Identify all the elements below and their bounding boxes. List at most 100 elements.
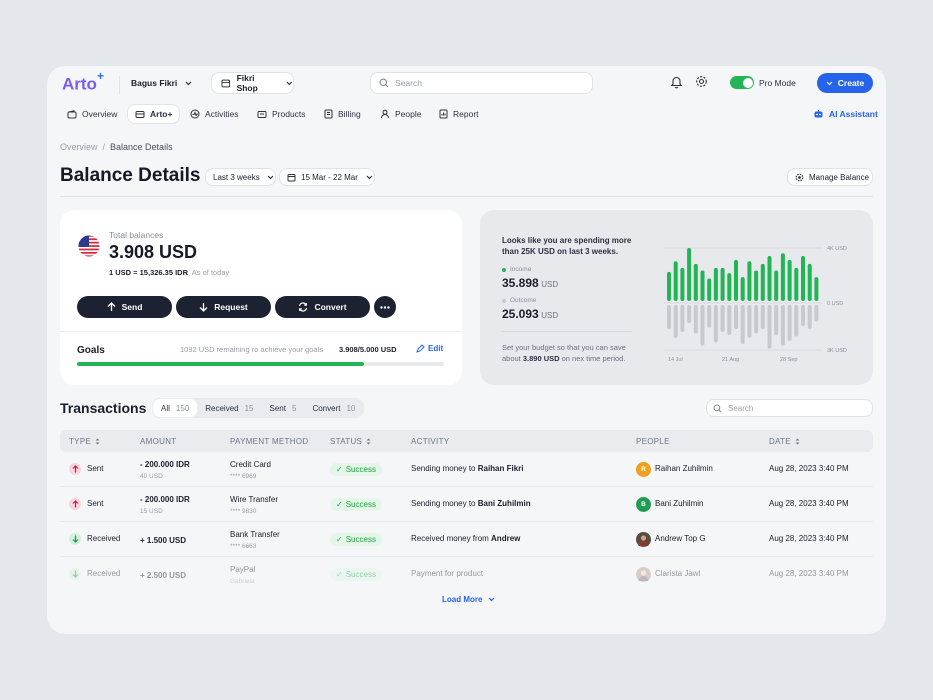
income-bar [713, 267, 718, 301]
chevron-down-icon [286, 81, 293, 85]
user-icon [381, 109, 389, 119]
tab-all[interactable]: All 150 [153, 399, 198, 417]
avatar [636, 567, 651, 582]
breadcrumb-root[interactable]: Overview [60, 142, 98, 152]
gear-icon[interactable] [695, 75, 708, 88]
manage-balance-button[interactable]: Manage Balance [787, 168, 873, 186]
load-more-button[interactable]: Load More [442, 595, 495, 604]
nav-label: People [395, 109, 422, 119]
income-unit: USD [541, 280, 559, 289]
app-logo[interactable]: Arto+ [62, 69, 104, 94]
income-bar [754, 270, 759, 301]
balance-card: Total balances 3.908 USD 1 USD = 15,326.… [60, 210, 462, 385]
nav-item-people[interactable]: People [380, 104, 421, 124]
y-tick-label: 4K USD [827, 246, 847, 252]
row-person: Raihan Zuhilmin [655, 464, 713, 473]
check-icon: ✓ [336, 500, 343, 509]
send-button[interactable]: Send [77, 296, 172, 318]
column-header-date[interactable]: DATE [769, 437, 800, 446]
table-row[interactable]: Sent - 200.000 IDR 40 USD Credit Card **… [60, 452, 873, 487]
row-person: Andrew Top G [655, 534, 706, 543]
status-label: Success [345, 500, 376, 509]
sort-icon [366, 438, 371, 445]
column-header-status[interactable]: STATUS [330, 437, 371, 446]
tab-received[interactable]: Received 15 [197, 399, 261, 417]
row-activity: Sending money to Raihan Fikri [411, 464, 524, 473]
header-label: DATE [769, 437, 791, 446]
spending-insight: Looks like you are spending more than 25… [502, 235, 631, 257]
nav-item-products[interactable]: Products [257, 104, 306, 124]
ai-assistant-button[interactable]: AI Assistant [813, 104, 878, 124]
header-label: ACTIVITY [411, 437, 450, 446]
nav-item-report[interactable]: Report [439, 104, 479, 124]
outcome-bar [787, 305, 792, 341]
tab-label: Received [205, 403, 239, 413]
table-row[interactable]: Received + 1.500 USD Bank Transfer **** … [60, 522, 873, 557]
nav-item-arto-plus[interactable]: Arto+ [127, 104, 181, 124]
edit-label: Edit [428, 344, 444, 353]
pencil-icon [416, 344, 425, 353]
outcome-bar [767, 305, 772, 349]
income-bar [727, 273, 732, 301]
nav-item-billing[interactable]: Billing [324, 104, 361, 124]
search-icon [713, 403, 722, 412]
range-dropdown[interactable]: Last 3 weeks [205, 168, 276, 186]
convert-button[interactable]: Convert [275, 296, 370, 318]
nav-item-overview[interactable]: Overview [67, 104, 117, 124]
outcome-bar [667, 305, 671, 329]
wallet-icon [67, 109, 77, 118]
request-button[interactable]: Request [176, 296, 271, 318]
pro-mode-toggle[interactable] [730, 76, 754, 89]
search-placeholder: Search [395, 78, 422, 88]
nav-label: Arto+ [150, 109, 173, 119]
transactions-search-input[interactable]: Search [706, 399, 873, 417]
row-amount-sub: 40 USD [140, 473, 163, 480]
main-nav: Overview Arto+ Activities Products Billi… [47, 104, 886, 124]
row-method: Wire Transfer [230, 495, 279, 504]
outcome-bar [747, 305, 752, 338]
income-bar [680, 267, 685, 301]
sort-icon [95, 438, 100, 445]
column-header-activity: ACTIVITY [411, 437, 449, 446]
outcome-bar [693, 305, 698, 334]
outcome-bar [774, 305, 779, 335]
income-bar [700, 270, 705, 301]
date-range-picker[interactable]: 15 Mar - 22 Mar [279, 168, 375, 186]
income-bar [747, 261, 752, 301]
user-name: Bagus Fikri [131, 78, 178, 88]
create-button[interactable]: Create [817, 73, 873, 93]
user-switcher[interactable]: Bagus Fikri [131, 78, 192, 88]
income-bar [814, 277, 819, 301]
sent-arrow-icon [69, 463, 81, 475]
activity-text: Sending money to [411, 499, 478, 508]
tab-label: Convert [312, 403, 341, 413]
more-actions-button[interactable] [374, 296, 396, 318]
tab-count: 15 [244, 403, 254, 413]
arrow-down-icon [199, 303, 208, 312]
tab-sent[interactable]: Sent 5 [262, 399, 305, 417]
row-amount: - 200.000 IDR [140, 460, 190, 469]
income-bar [720, 267, 725, 301]
shop-selector[interactable]: Fikri Shop [211, 72, 294, 94]
table-row[interactable]: Received + 2.500 USD PayPal Gabriela ✓ Su… [60, 557, 873, 592]
total-balance-amount: 3.908 USD [109, 242, 198, 262]
income-bar [707, 278, 712, 301]
edit-goal-button[interactable]: Edit [416, 344, 443, 353]
search-input[interactable]: Search [370, 72, 593, 94]
outcome-value: 25.093 [502, 307, 539, 321]
tab-convert[interactable]: Convert 10 [304, 399, 363, 417]
chevron-down-icon [185, 81, 192, 85]
table-row[interactable]: Sent - 200.000 IDR 15 USD Wire Transfer … [60, 487, 873, 522]
nav-item-activities[interactable]: Activities [190, 104, 239, 124]
person-photo-icon [638, 570, 649, 581]
outcome-bar [700, 305, 705, 346]
page-title: Balance Details [60, 165, 201, 186]
y-tick-label: 0 USD [827, 301, 843, 307]
divider [502, 331, 632, 332]
column-header-type[interactable]: TYPE [69, 437, 100, 446]
bell-icon[interactable] [670, 75, 683, 89]
income-bar [667, 271, 671, 301]
transactions-title: Transactions [60, 400, 147, 416]
load-more-label: Load More [442, 595, 483, 604]
outcome-bar [801, 305, 805, 326]
